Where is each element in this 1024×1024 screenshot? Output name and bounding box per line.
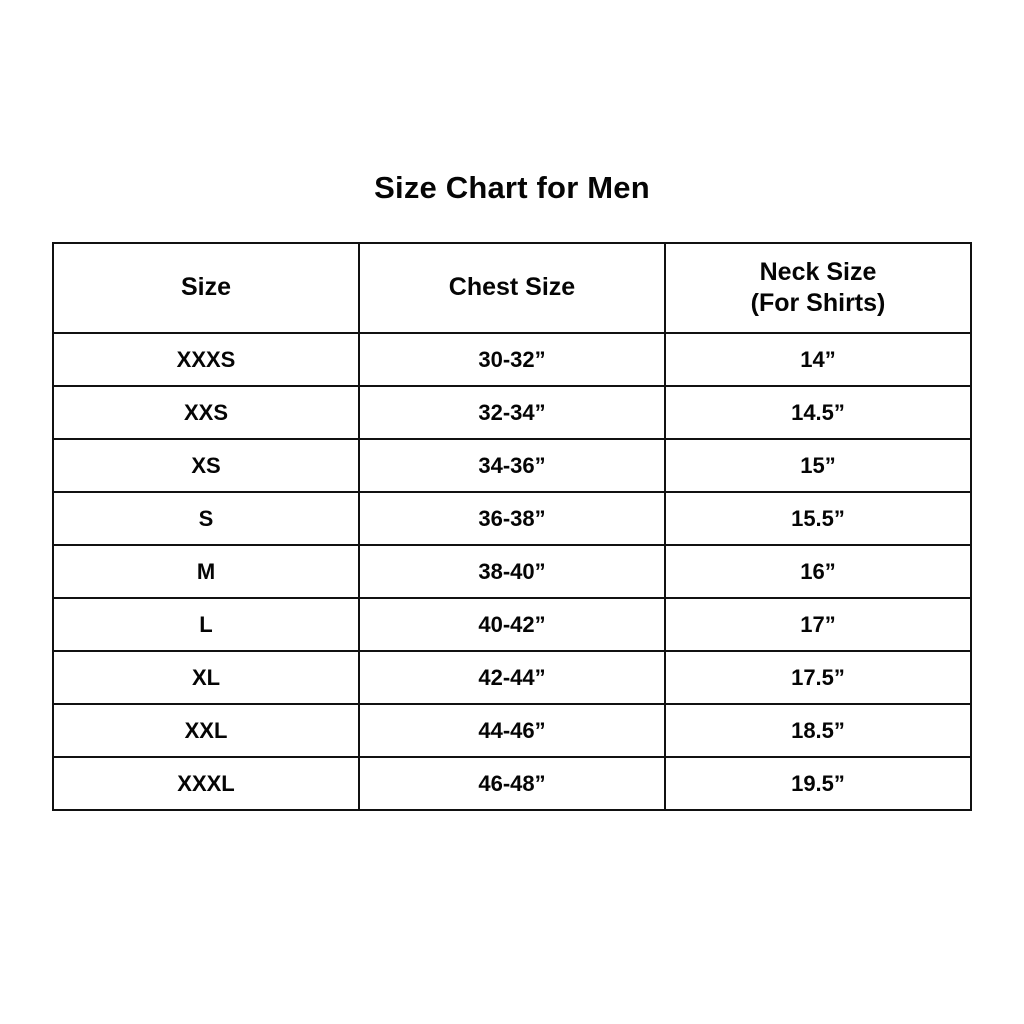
table-row: XXS 32-34” 14.5”	[52, 385, 972, 440]
neck-cell: 14.5”	[664, 385, 972, 440]
table-row: M 38-40” 16”	[52, 544, 972, 599]
size-cell: M	[52, 544, 360, 599]
table-header: Size Chest Size Neck Size (For Shirts)	[52, 242, 972, 334]
header-row: Size Chest Size Neck Size (For Shirts)	[52, 242, 972, 334]
size-chart-table: Size Chest Size Neck Size (For Shirts) X…	[52, 242, 972, 811]
neck-cell: 17.5”	[664, 650, 972, 705]
column-header-chest: Chest Size	[358, 242, 666, 334]
neck-cell: 17”	[664, 597, 972, 652]
page-title: Size Chart for Men	[374, 170, 650, 205]
column-header-size: Size	[52, 242, 360, 334]
column-header-neck-sublabel: (For Shirts)	[750, 289, 886, 317]
chest-cell: 32-34”	[358, 385, 666, 440]
neck-cell: 16”	[664, 544, 972, 599]
size-cell: L	[52, 597, 360, 652]
chest-cell: 30-32”	[358, 332, 666, 387]
chest-cell: 42-44”	[358, 650, 666, 705]
size-cell: S	[52, 491, 360, 546]
column-header-size-label: Size	[180, 273, 232, 302]
table-row: S 36-38” 15.5”	[52, 491, 972, 546]
size-cell: XXXL	[52, 756, 360, 811]
size-cell: XXS	[52, 385, 360, 440]
table-row: L 40-42” 17”	[52, 597, 972, 652]
size-cell: XL	[52, 650, 360, 705]
chest-cell: 38-40”	[358, 544, 666, 599]
table-row: XXL 44-46” 18.5”	[52, 703, 972, 758]
table-body: XXXS 30-32” 14” XXS 32-34” 14.5” XS 34-3…	[52, 332, 972, 811]
neck-cell: 19.5”	[664, 756, 972, 811]
chest-cell: 46-48”	[358, 756, 666, 811]
column-header-neck-label: Neck Size	[759, 257, 877, 286]
size-cell: XXXS	[52, 332, 360, 387]
table-row: XL 42-44” 17.5”	[52, 650, 972, 705]
chest-cell: 44-46”	[358, 703, 666, 758]
table-row: XXXS 30-32” 14”	[52, 332, 972, 387]
column-header-chest-label: Chest Size	[448, 273, 576, 302]
chest-cell: 34-36”	[358, 438, 666, 493]
table-row: XXXL 46-48” 19.5”	[52, 756, 972, 811]
size-cell: XXL	[52, 703, 360, 758]
chest-cell: 40-42”	[358, 597, 666, 652]
neck-cell: 14”	[664, 332, 972, 387]
chest-cell: 36-38”	[358, 491, 666, 546]
column-header-neck: Neck Size (For Shirts)	[664, 242, 972, 334]
neck-cell: 15”	[664, 438, 972, 493]
size-cell: XS	[52, 438, 360, 493]
neck-cell: 15.5”	[664, 491, 972, 546]
table-row: XS 34-36” 15”	[52, 438, 972, 493]
neck-cell: 18.5”	[664, 703, 972, 758]
